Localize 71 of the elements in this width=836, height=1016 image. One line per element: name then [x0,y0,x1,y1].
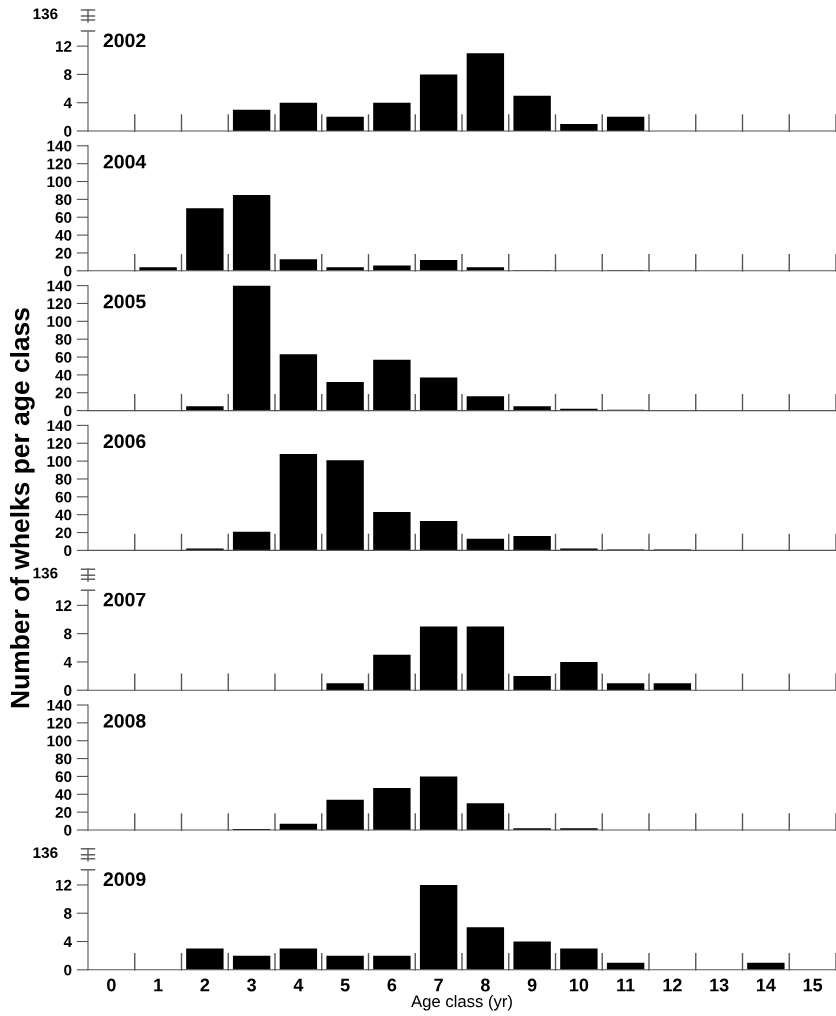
chart-title: 2008 [103,713,146,728]
y-tick-label: 140 [47,280,72,292]
y-tick-label: 100 [47,316,72,327]
y-tick-label: 12 [56,879,72,891]
x-tick-label: 10 [569,978,589,992]
x-tick-label: 6 [387,978,397,992]
y-tick-label: 8 [64,628,72,640]
y-tick-label: 40 [55,509,72,521]
y-tick-label: 8 [64,69,72,81]
y-tick-label: 60 [55,351,72,363]
y-tick-label: 40 [55,789,72,800]
y-tick-label: 100 [47,735,72,747]
y-tick-label: 60 [55,491,72,503]
y-tick-label: 80 [55,334,72,345]
y-tick-label: 80 [55,753,72,765]
y-tick-label: 120 [47,298,72,310]
x-tick-label: 4 [293,978,304,992]
x-axis-title: Age class (yr) [411,994,512,1011]
x-tick-label: 15 [803,978,823,992]
y-tick-label: 0 [64,964,72,976]
x-tick-label: 11 [617,978,635,992]
x-tick-label: 9 [527,978,537,992]
text: 136 [33,567,58,579]
y-tick-label: 140 [47,699,72,711]
x-tick-label: 2 [200,978,210,992]
x-tick-label: 5 [340,978,350,992]
text: 136 [33,8,58,20]
chart-title: 2009 [103,872,146,887]
y-tick-label: 100 [47,455,72,467]
x-tick-label: 13 [710,978,729,992]
y-tick-label: 120 [47,717,72,729]
text: 136 [33,847,58,859]
y-tick-label: 60 [55,212,72,223]
chart-title: 2002 [103,33,146,48]
x-tick-label: 12 [663,978,682,992]
x-tick-label: 14 [756,978,776,992]
chart-title: 2007 [103,592,146,607]
y-tick-label: 20 [55,247,72,259]
x-tick-label: 1 [154,978,163,992]
y-tick-label: 40 [55,229,72,241]
y-tick-label: 4 [63,97,72,109]
x-tick-label: 7 [434,978,443,992]
y-tick-label: 0 [64,824,72,836]
y-tick-label: 20 [55,807,72,818]
chart-title: 2005 [103,294,146,309]
y-tick-label: 12 [56,41,72,52]
chart-title: 2006 [103,434,146,449]
y-tick-label: 120 [47,438,72,449]
y-tick-label: 120 [47,158,72,170]
y-tick-label: 0 [64,405,72,417]
y-tick-label: 0 [64,685,72,696]
y-tick-label: 0 [64,545,72,557]
x-tick-label: 3 [247,978,256,992]
y-tick-label: 0 [64,265,72,277]
y-tick-label: 40 [55,369,72,381]
y-tick-label: 20 [55,527,72,539]
y-tick-label: 80 [55,194,72,206]
y-tick-label: 8 [64,908,72,919]
y-tick-label: 140 [47,420,72,432]
y-tick-label: 60 [55,771,72,783]
y-tick-label: 20 [55,387,72,399]
x-tick-label: 0 [107,978,116,992]
y-tick-label: 4 [63,656,72,668]
chart-title: 2004 [103,154,147,169]
x-tick-label: 8 [480,978,490,992]
y-tick-label: 12 [56,600,72,611]
y-tick-label: 140 [47,140,72,152]
y-tick-label: 0 [64,125,72,137]
y-tick-label: 4 [63,936,72,948]
y-tick-label: 80 [55,473,72,485]
y-tick-label: 100 [47,176,72,188]
